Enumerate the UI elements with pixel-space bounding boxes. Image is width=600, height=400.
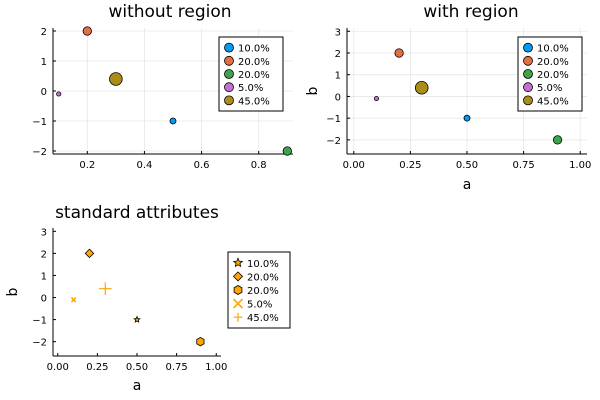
y-tick-label: 0: [41, 294, 47, 305]
legend-marker-4: [224, 82, 234, 93]
legend-label: 10.0%: [238, 44, 270, 55]
y-tick-label: 3: [335, 27, 341, 38]
legend-label: 5.0%: [537, 83, 562, 94]
x-tick-label: 0.50: [126, 362, 148, 373]
x-tick-label: 0.75: [512, 160, 534, 171]
legend-marker-5: [224, 95, 234, 106]
legend-marker-1: [523, 42, 533, 53]
legend-label: 20.0%: [537, 70, 569, 81]
x-tick-label: 0.6: [194, 160, 210, 171]
data-point-2: [82, 26, 92, 36]
legend-label: 20.0%: [537, 57, 569, 68]
x-tick-label: 0.2: [79, 160, 95, 171]
data-point-2: [84, 248, 95, 259]
y-tick-label: −2: [326, 136, 341, 147]
x-tick-label: 0.00: [343, 160, 365, 171]
legend-marker-1: [232, 257, 244, 268]
legend-label: 5.0%: [247, 300, 272, 311]
y-tick-label: 0: [41, 87, 47, 98]
x-tick-label: 0.8: [251, 160, 267, 171]
y-axis-label: b: [5, 287, 21, 296]
chart-title: with region: [423, 2, 518, 22]
legend-marker-5: [233, 312, 243, 322]
panel-3: 0.00 0.25 0.50 0.75 1.00 −2 −1 0 1 2 3 standard att…: [5, 203, 291, 394]
y-tick-label: 2: [41, 249, 47, 260]
legend-marker-3: [224, 69, 234, 79]
y-tick-label: −1: [32, 316, 47, 327]
legend-label: 5.0%: [238, 83, 263, 94]
panel-2: 0.00 0.25 0.50 0.75 1.00 −2 −1 0 1 2 3 with region a…: [305, 2, 591, 193]
x-tick-label: 0.50: [456, 160, 478, 171]
y-tick-label: 3: [41, 227, 47, 238]
legend-label: 20.0%: [238, 70, 270, 81]
legend-label: 45.0%: [238, 96, 270, 107]
chart-title: without region: [108, 2, 231, 22]
data-point-5: [98, 282, 112, 296]
data-point-3: [282, 146, 292, 156]
data-point-5: [414, 80, 429, 95]
y-tick-label: 1: [41, 57, 47, 68]
x-tick-label: 0.25: [399, 160, 421, 171]
y-tick-label: 2: [335, 49, 341, 60]
chart-title: standard attributes: [55, 203, 219, 223]
y-tick-label: −2: [32, 338, 47, 349]
data-point-5: [109, 72, 123, 86]
legend-marker-5: [523, 95, 533, 106]
legend-marker-2: [232, 271, 244, 282]
y-axis-label: b: [305, 86, 321, 95]
x-tick-label: 0.4: [136, 160, 152, 171]
panel-1: 0.2 0.4 0.6 0.8 −2 −1 0 1 2 without region 10.0% 20…: [32, 2, 293, 171]
x-tick-label: 0.00: [47, 362, 69, 373]
x-tick-label: 1.00: [205, 362, 227, 373]
legend-label: 45.0%: [247, 313, 279, 324]
legend-label: 20.0%: [247, 286, 279, 297]
legend-label: 20.0%: [238, 57, 270, 68]
legend-marker-4: [232, 298, 244, 309]
data-point-1: [169, 117, 177, 125]
legend-marker-2: [224, 55, 234, 66]
legend-marker-2: [523, 55, 533, 66]
y-tick-label: 1: [41, 271, 47, 282]
x-tick-label: 0.25: [86, 362, 108, 373]
x-axis-label: a: [463, 177, 472, 193]
legend-label: 45.0%: [537, 96, 569, 107]
y-tick-label: 0: [335, 92, 341, 103]
x-tick-label: 0.75: [165, 362, 187, 373]
y-tick-label: −2: [32, 147, 47, 158]
legend-marker-4: [523, 82, 533, 93]
data-point-1: [133, 315, 141, 323]
legend-marker-1: [224, 42, 234, 53]
legend: 10.0% 20.0% 20.0% 5.0% 45.0%: [227, 251, 291, 329]
data-point-2: [394, 48, 404, 58]
legend-label: 20.0%: [247, 272, 279, 283]
x-tick-label: 1.00: [569, 160, 591, 171]
y-tick-label: 2: [41, 27, 47, 38]
legend: 10.0% 20.0% 20.0% 5.0% 45.0%: [218, 36, 284, 112]
legend-label: 10.0%: [247, 259, 279, 270]
y-tick-label: −1: [326, 114, 341, 125]
data-point-3: [552, 135, 563, 145]
legend-marker-3: [523, 69, 533, 79]
legend-marker-3: [233, 285, 243, 295]
data-point-3: [196, 336, 205, 347]
data-point-4: [70, 297, 77, 303]
data-point-4: [373, 96, 379, 102]
y-tick-label: 1: [335, 71, 341, 82]
data-point-4: [56, 91, 62, 97]
legend-label: 10.0%: [537, 44, 569, 55]
data-point-1: [463, 114, 471, 122]
x-axis-label: a: [133, 378, 142, 394]
y-tick-label: −1: [32, 117, 47, 128]
legend: 10.0% 20.0% 20.0% 5.0% 45.0%: [517, 36, 583, 112]
